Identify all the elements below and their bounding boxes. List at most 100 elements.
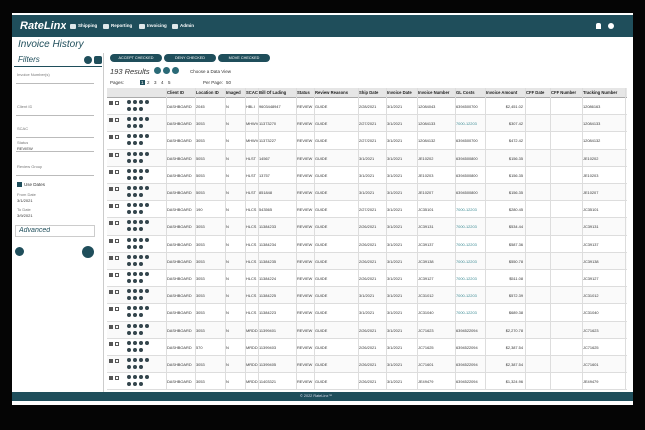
row-icon[interactable] [145, 100, 149, 104]
row-icon[interactable] [127, 254, 131, 259]
row-icon[interactable] [127, 117, 131, 122]
column-header[interactable]: Client ID [167, 90, 184, 95]
row-icon[interactable] [127, 210, 131, 215]
view-button[interactable] [172, 67, 179, 74]
page-link[interactable]: 4 [161, 80, 164, 85]
column-header[interactable]: Review Reasons [315, 90, 349, 95]
column-header[interactable]: Status [297, 90, 310, 95]
row-icon[interactable] [139, 306, 143, 311]
row-icon[interactable] [127, 347, 131, 352]
row-icon[interactable] [133, 158, 137, 163]
choose-view[interactable]: Choose a Data View [190, 69, 231, 74]
row-icon[interactable] [133, 296, 137, 301]
column-header[interactable]: Tracking Number [583, 90, 618, 95]
row-icon[interactable] [133, 124, 137, 129]
column-header[interactable]: Ship Date [359, 90, 379, 95]
row-checkbox[interactable] [109, 255, 113, 260]
row-icon[interactable] [145, 237, 149, 242]
row-icon[interactable] [139, 330, 143, 335]
row-icon[interactable] [127, 186, 131, 190]
row-icon[interactable] [145, 289, 149, 294]
row-icon[interactable] [133, 347, 137, 352]
row-icon[interactable] [139, 220, 143, 225]
row-icon[interactable] [145, 254, 149, 259]
row-checkbox[interactable] [109, 376, 113, 381]
nav-item[interactable]: Admin [180, 23, 194, 28]
row-checkbox[interactable] [109, 187, 113, 191]
row-icon[interactable] [139, 168, 143, 173]
row-checkbox[interactable] [115, 376, 119, 381]
page-link[interactable]: 5 [168, 80, 171, 85]
row-icon[interactable] [145, 168, 149, 173]
row-icon[interactable] [133, 193, 137, 197]
column-header[interactable]: Location ID [196, 90, 219, 95]
row-checkbox[interactable] [115, 204, 119, 209]
advanced[interactable]: Advanced [19, 227, 51, 234]
row-icon[interactable] [145, 151, 149, 156]
page-link[interactable]: 2 [147, 80, 150, 85]
row-icon[interactable] [139, 244, 143, 249]
row-icon[interactable] [139, 134, 143, 139]
view-button[interactable] [163, 67, 170, 74]
row-icon[interactable] [145, 186, 149, 190]
row-icon[interactable] [139, 313, 143, 318]
column-header[interactable]: SCAC [246, 90, 258, 95]
row-icon[interactable] [127, 365, 131, 369]
row-checkbox[interactable] [115, 187, 119, 191]
row-icon[interactable] [127, 220, 131, 225]
row-icon[interactable] [127, 141, 131, 146]
user-icon[interactable] [608, 23, 614, 29]
field-input[interactable] [16, 175, 94, 176]
row-icon[interactable] [139, 141, 143, 146]
row-icon[interactable] [133, 289, 137, 294]
row-checkbox[interactable] [109, 204, 113, 209]
action-button[interactable]: ACCEPT CHECKED [110, 54, 162, 62]
row-icon[interactable] [133, 117, 137, 122]
page-link[interactable]: 1 [140, 80, 145, 85]
row-icon[interactable] [127, 244, 131, 249]
row-icon[interactable] [139, 227, 143, 232]
row-checkbox[interactable] [115, 221, 119, 226]
row-icon[interactable] [145, 306, 149, 311]
row-icon[interactable] [133, 107, 137, 111]
row-icon[interactable] [133, 323, 137, 328]
row-icon[interactable] [139, 117, 143, 122]
row-icon[interactable] [127, 289, 131, 294]
row-checkbox[interactable] [109, 341, 113, 346]
row-icon[interactable] [133, 261, 137, 266]
row-icon[interactable] [133, 382, 137, 387]
row-checkbox[interactable] [115, 169, 119, 174]
row-checkbox[interactable] [115, 152, 119, 157]
row-icon[interactable] [139, 347, 143, 352]
nav-item[interactable]: Shipping [78, 23, 98, 28]
row-icon[interactable] [133, 134, 137, 139]
row-icon[interactable] [133, 100, 137, 104]
bell-icon[interactable] [596, 23, 601, 29]
row-checkbox[interactable] [115, 135, 119, 140]
field-input[interactable] [16, 151, 94, 152]
row-icon[interactable] [133, 340, 137, 345]
row-checkbox[interactable] [115, 118, 119, 123]
column-header[interactable]: CFF Date [526, 90, 545, 95]
row-icon[interactable] [133, 244, 137, 249]
row-icon[interactable] [133, 272, 137, 276]
row-checkbox[interactable] [115, 273, 119, 277]
row-icon[interactable] [139, 365, 143, 369]
row-icon[interactable] [139, 193, 143, 197]
action-button[interactable]: DENY CHECKED [164, 54, 216, 62]
row-checkbox[interactable] [109, 169, 113, 174]
row-icon[interactable] [139, 107, 143, 111]
row-icon[interactable] [139, 358, 143, 362]
column-header[interactable]: Bill Of Lading [259, 90, 287, 95]
row-icon[interactable] [133, 220, 137, 225]
row-icon[interactable] [133, 168, 137, 173]
row-icon[interactable] [127, 382, 131, 387]
row-icon[interactable] [127, 227, 131, 232]
row-icon[interactable] [127, 107, 131, 111]
row-icon[interactable] [145, 203, 149, 208]
row-icon[interactable] [133, 254, 137, 259]
row-icon[interactable] [127, 158, 131, 163]
per-page[interactable]: 50 [226, 80, 232, 85]
row-icon[interactable] [127, 323, 131, 328]
to-value[interactable]: 3/9/2021 [17, 213, 33, 218]
